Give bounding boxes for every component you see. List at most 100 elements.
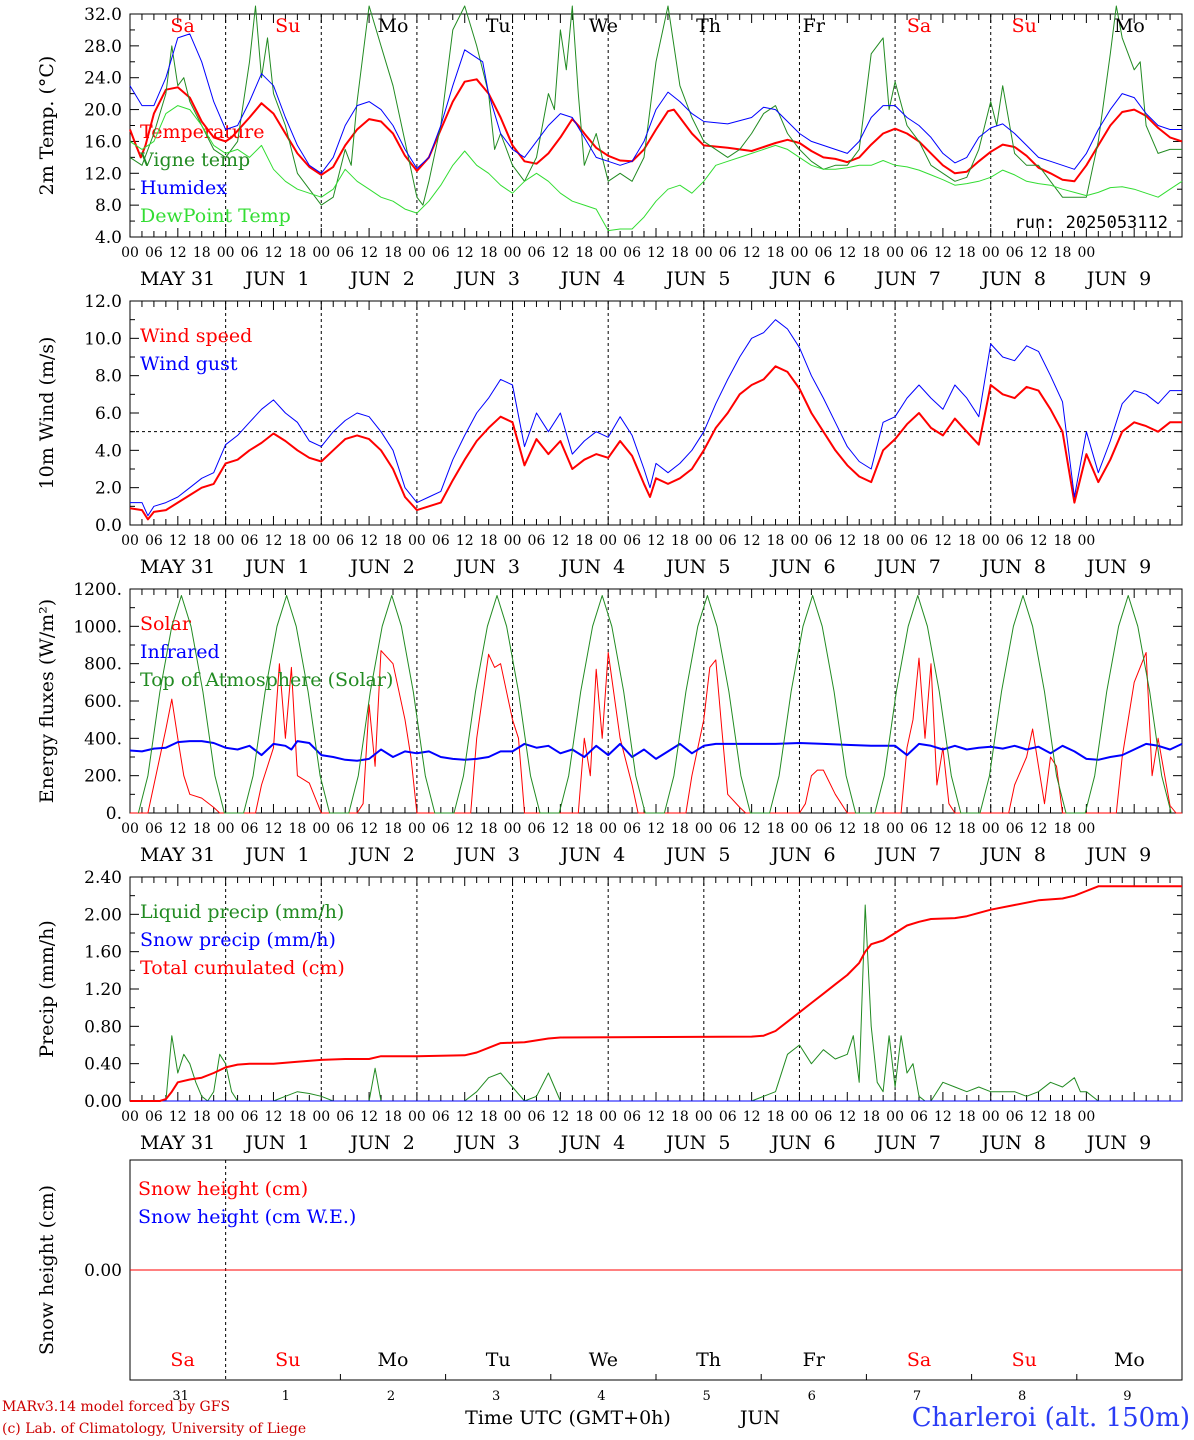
x-date-label: JUN 6 bbox=[769, 844, 835, 866]
day-name-label: Sa bbox=[907, 15, 931, 37]
x-hour-label: 00 bbox=[982, 1109, 1000, 1125]
x-hour-label: 18 bbox=[193, 533, 211, 549]
x-hour-label: 00 bbox=[886, 533, 904, 549]
x-date-label: JUN 9 bbox=[1085, 844, 1151, 866]
x-hour-label: 12 bbox=[169, 821, 187, 837]
day-name-label: We bbox=[589, 15, 618, 37]
y-axis-label: Precip (mm/h) bbox=[36, 920, 58, 1058]
x-hour-label: 06 bbox=[336, 533, 354, 549]
x-hour-label: 06 bbox=[719, 821, 737, 837]
panel-wind: 0.0 2.0 4.0 6.0 8.0 10.0 12.0 10m Wind (m/s) Win… bbox=[36, 292, 1183, 578]
day-name-label: Mo bbox=[378, 15, 409, 37]
series-line-wind-speed bbox=[129, 365, 1182, 521]
x-hour-label: 06 bbox=[432, 245, 450, 261]
x-hour-label: 00 bbox=[121, 245, 139, 261]
x-hour-label: 06 bbox=[623, 245, 641, 261]
x-hour-label: 18 bbox=[480, 1109, 498, 1125]
x-date-label: JUN 2 bbox=[348, 1132, 414, 1154]
x-hour-label: 00 bbox=[791, 245, 809, 261]
x-hour-label: 12 bbox=[360, 821, 378, 837]
x-hour-label: 06 bbox=[814, 821, 832, 837]
x-hour-label: 06 bbox=[336, 245, 354, 261]
x-hour-label: 12 bbox=[360, 533, 378, 549]
series-line-wind-gust bbox=[130, 319, 1182, 517]
day-name-label: Sa bbox=[170, 15, 194, 37]
x-hour-label: 00 bbox=[1077, 533, 1095, 549]
day-name-label: Su bbox=[1012, 1349, 1037, 1371]
x-axis-title: Time UTC (GMT+0h) bbox=[465, 1407, 671, 1429]
x-hour-label: 12 bbox=[456, 821, 474, 837]
x-date-label: JUN 8 bbox=[980, 268, 1046, 290]
x-hour-label: 18 bbox=[575, 533, 593, 549]
y-tick-label: 6.0 bbox=[95, 404, 122, 424]
x-hour-label: 18 bbox=[862, 1109, 880, 1125]
x-hour-label: 00 bbox=[217, 1109, 235, 1125]
y-axis-label: 10m Wind (m/s) bbox=[36, 337, 58, 490]
x-hour-label: 12 bbox=[743, 1109, 761, 1125]
x-date-label: JUN 4 bbox=[559, 556, 625, 578]
day-name-label: Su bbox=[275, 1349, 300, 1371]
day-number-label: 7 bbox=[913, 1389, 921, 1404]
y-tick-label: 12.0 bbox=[84, 292, 122, 312]
y-tick-label: 2.0 bbox=[95, 479, 122, 499]
x-hour-label: 00 bbox=[408, 821, 426, 837]
x-hour-label: 00 bbox=[408, 533, 426, 549]
x-hour-label: 06 bbox=[719, 533, 737, 549]
y-tick-label: 24.0 bbox=[84, 69, 122, 89]
x-date-label: MAY 31 bbox=[140, 1132, 215, 1154]
x-date-label: JUN 7 bbox=[874, 844, 940, 866]
y-tick-label: 20.0 bbox=[84, 101, 122, 121]
x-hour-label: 12 bbox=[838, 533, 856, 549]
x-hour-label: 06 bbox=[623, 821, 641, 837]
series-line-dewpoint-temp bbox=[129, 105, 1183, 232]
x-hour-label: 18 bbox=[193, 1109, 211, 1125]
x-hour-label: 06 bbox=[241, 533, 259, 549]
x-date-label: JUN 1 bbox=[243, 268, 309, 290]
day-name-label: We bbox=[589, 1349, 618, 1371]
legend-entry: Infrared bbox=[140, 641, 220, 663]
x-hour-label: 00 bbox=[217, 245, 235, 261]
x-date-label: JUN 3 bbox=[454, 556, 520, 578]
x-hour-label: 00 bbox=[312, 533, 330, 549]
x-hour-label: 12 bbox=[551, 533, 569, 549]
x-hour-label: 00 bbox=[121, 821, 139, 837]
x-hour-label: 00 bbox=[886, 821, 904, 837]
series-line-liquid-precip-mm-h- bbox=[130, 904, 1182, 1102]
y-tick-label: 0.40 bbox=[84, 1055, 122, 1075]
x-hour-label: 06 bbox=[528, 533, 546, 549]
day-name-label: Fr bbox=[803, 1349, 826, 1371]
x-hour-label: 06 bbox=[432, 821, 450, 837]
x-hour-label: 00 bbox=[599, 533, 617, 549]
x-hour-label: 12 bbox=[551, 1109, 569, 1125]
legend-entry: Liquid precip (mm/h) bbox=[140, 901, 344, 923]
day-name-label: Th bbox=[696, 1349, 721, 1371]
day-name-label: Su bbox=[1012, 15, 1037, 37]
x-hour-label: 12 bbox=[456, 533, 474, 549]
x-hour-label: 00 bbox=[791, 1109, 809, 1125]
panel-precip: 0.00 0.40 0.80 1.20 1.60 2.00 2.40 Precip (mm/h… bbox=[36, 868, 1183, 1154]
day-name-label: Mo bbox=[378, 1349, 409, 1371]
y-tick-label: 0. bbox=[106, 804, 122, 824]
y-tick-label: 0.80 bbox=[84, 1017, 122, 1037]
x-hour-label: 06 bbox=[719, 1109, 737, 1125]
x-hour-label: 12 bbox=[838, 821, 856, 837]
x-hour-label: 06 bbox=[1006, 533, 1024, 549]
y-tick-label: 10.0 bbox=[84, 329, 122, 349]
y-tick-label: 28.0 bbox=[84, 37, 122, 57]
y-tick-label: 2.40 bbox=[84, 868, 122, 888]
x-hour-label: 18 bbox=[384, 821, 402, 837]
x-hour-label: 00 bbox=[791, 821, 809, 837]
legend-entry: DewPoint Temp bbox=[140, 205, 291, 227]
x-hour-label: 18 bbox=[480, 821, 498, 837]
legend-entry: Solar bbox=[140, 613, 192, 635]
y-axis-label: 2m Temp. (°C) bbox=[36, 56, 58, 196]
x-hour-label: 18 bbox=[767, 821, 785, 837]
panel-temp: 4.0 8.0 12.0 16.0 20.0 24.0 28.0 32.0 2m Temp. (… bbox=[36, 5, 1183, 290]
series-line-vigne-temp bbox=[129, 5, 1182, 206]
x-date-label: JUN 7 bbox=[874, 556, 940, 578]
x-hour-label: 00 bbox=[312, 245, 330, 261]
x-date-label: JUN 7 bbox=[874, 268, 940, 290]
x-hour-label: 18 bbox=[767, 1109, 785, 1125]
x-hour-label: 18 bbox=[862, 533, 880, 549]
legend-entry: Snow height (cm) bbox=[138, 1178, 308, 1200]
